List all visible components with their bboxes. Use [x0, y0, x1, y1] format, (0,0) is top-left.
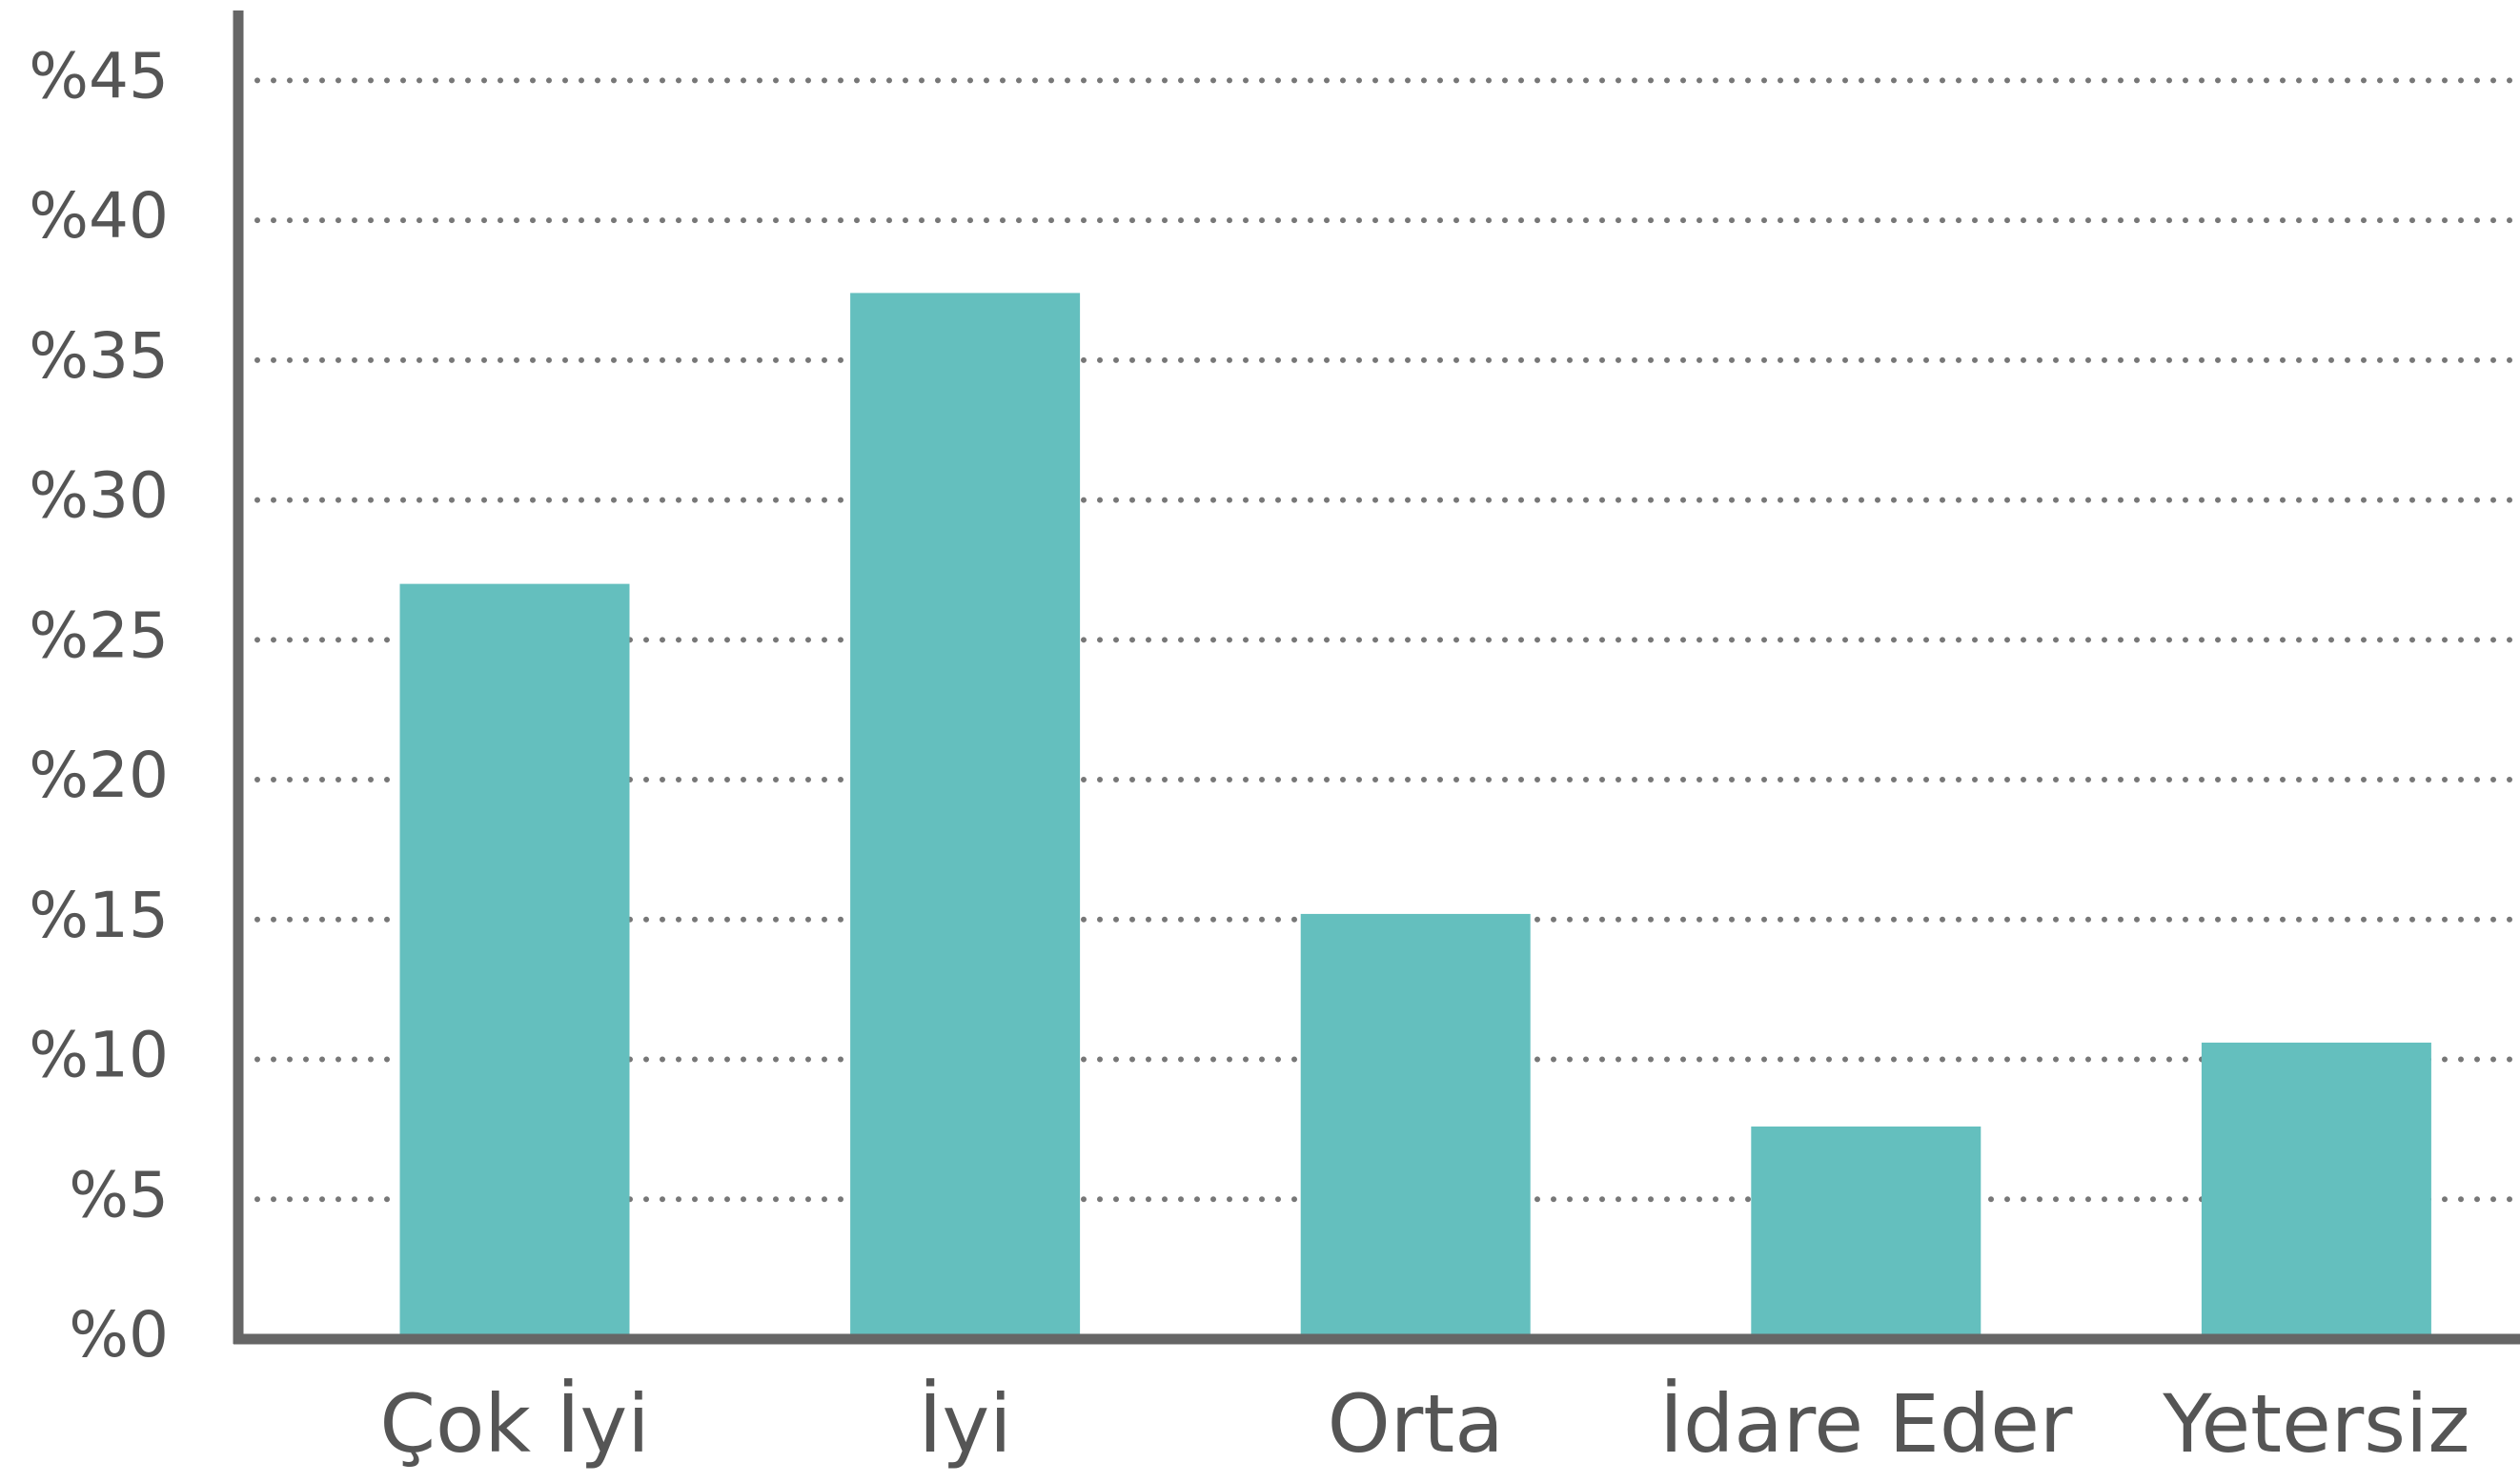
bar [850, 293, 1081, 1339]
x-tick-label: Orta [1328, 1377, 1504, 1471]
bar [2201, 1042, 2431, 1339]
y-tick-label: %0 [69, 1298, 169, 1371]
x-tick-label: Yetersiz [2162, 1377, 2469, 1471]
x-tick-label: İdare Eder [1659, 1377, 2073, 1471]
y-tick-label: %5 [69, 1158, 169, 1231]
y-tick-label: %40 [29, 179, 169, 253]
y-tick-label: %35 [29, 319, 169, 393]
y-tick-label: %30 [29, 459, 169, 533]
y-tick-label: %15 [29, 879, 169, 952]
bar [1751, 1126, 1981, 1339]
bar [399, 583, 630, 1339]
x-tick-label: İyi [919, 1377, 1012, 1471]
y-tick-label: %20 [29, 739, 169, 812]
x-tick-label: Çok İyi [379, 1377, 649, 1471]
y-tick-label: %25 [29, 599, 169, 672]
bar [1300, 913, 1531, 1339]
y-tick-label: %45 [29, 39, 169, 112]
y-tick-label: %10 [29, 1019, 169, 1092]
